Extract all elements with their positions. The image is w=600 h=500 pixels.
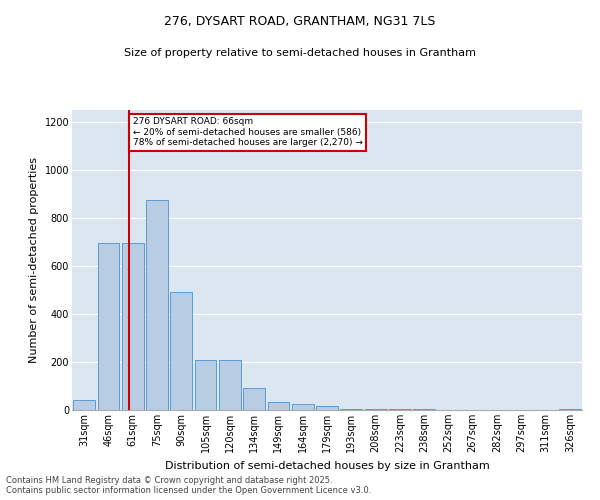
Bar bbox=[170, 292, 192, 410]
Text: Size of property relative to semi-detached houses in Grantham: Size of property relative to semi-detach… bbox=[124, 48, 476, 58]
Bar bbox=[316, 406, 338, 410]
Bar bbox=[340, 409, 362, 410]
Text: 276, DYSART ROAD, GRANTHAM, NG31 7LS: 276, DYSART ROAD, GRANTHAM, NG31 7LS bbox=[164, 15, 436, 28]
Bar bbox=[194, 360, 217, 410]
Bar bbox=[97, 243, 119, 410]
Bar bbox=[219, 360, 241, 410]
Bar bbox=[292, 404, 314, 410]
Bar bbox=[73, 400, 95, 410]
Text: 276 DYSART ROAD: 66sqm
← 20% of semi-detached houses are smaller (586)
78% of se: 276 DYSART ROAD: 66sqm ← 20% of semi-det… bbox=[133, 117, 362, 147]
Bar bbox=[559, 409, 581, 410]
Bar bbox=[122, 243, 143, 410]
Text: Contains HM Land Registry data © Crown copyright and database right 2025.
Contai: Contains HM Land Registry data © Crown c… bbox=[6, 476, 371, 495]
Bar bbox=[243, 388, 265, 410]
Bar bbox=[146, 200, 168, 410]
Bar bbox=[365, 409, 386, 410]
X-axis label: Distribution of semi-detached houses by size in Grantham: Distribution of semi-detached houses by … bbox=[164, 460, 490, 470]
Bar bbox=[268, 402, 289, 410]
Y-axis label: Number of semi-detached properties: Number of semi-detached properties bbox=[29, 157, 39, 363]
